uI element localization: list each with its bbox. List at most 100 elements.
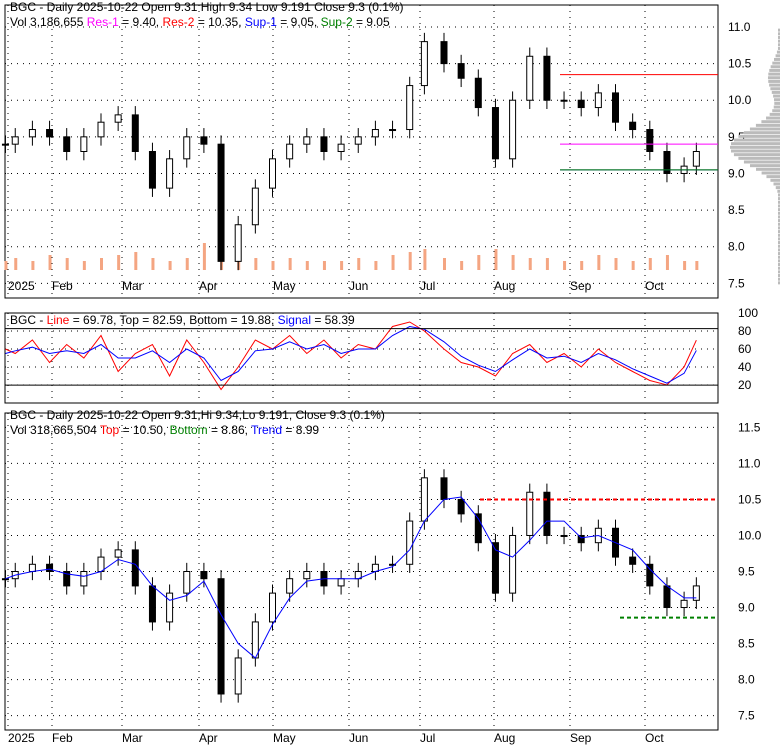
candle-body <box>251 621 259 659</box>
trend-value: = 8.99 <box>282 423 320 437</box>
trend-label: Trend <box>251 423 283 437</box>
panel3-volume: Vol 318,665,504 <box>10 423 100 437</box>
candle-body <box>474 513 482 544</box>
signal-label: Signal <box>277 313 311 327</box>
volume-profile-bar <box>778 233 780 237</box>
candle-body <box>97 556 105 572</box>
volume-bar <box>100 258 103 270</box>
panel2-title: BGC - Line = 69.78, Top = 82.59, Bottom … <box>10 313 355 327</box>
volume-profile-bar <box>769 83 780 87</box>
x-tick-label: Feb <box>52 279 73 293</box>
volume-profile-bar <box>743 131 780 135</box>
x-tick-label: Mar <box>122 731 143 745</box>
candle-body <box>28 563 36 573</box>
volume-profile-bar <box>778 263 780 267</box>
candle-body <box>491 542 499 594</box>
volume-profile-bar <box>778 204 780 208</box>
x-tick-label: Apr <box>199 731 218 745</box>
candle-body <box>63 571 71 587</box>
candle-body <box>303 571 311 580</box>
volume-bar <box>4 261 8 270</box>
candle-body <box>131 549 139 587</box>
volume-bar <box>322 261 326 270</box>
volume-profile-bar <box>778 259 780 263</box>
candle-body <box>166 158 174 189</box>
volume-profile-bar <box>778 281 780 285</box>
volume-profile-bar <box>743 160 780 164</box>
volume-bar <box>288 258 292 270</box>
bottom-label: Bottom <box>169 423 208 437</box>
top-label: Top <box>99 423 120 437</box>
volume-bar <box>511 255 515 270</box>
volume-profile-bar <box>769 68 780 72</box>
volume-bar <box>477 255 481 270</box>
volume-profile-bar <box>778 211 780 215</box>
volume-profile-bar <box>778 32 780 36</box>
volume-profile-bar <box>771 90 780 94</box>
line-value: = 69.78, Top = 82.59, Bottom = 19.88, <box>69 313 278 327</box>
volume-bar <box>648 258 652 270</box>
y-tick-label: 11.0 <box>738 456 761 470</box>
candle-body <box>131 114 139 152</box>
y-tick-label: 7.5 <box>738 709 755 723</box>
volume-bar <box>563 261 567 270</box>
volume-profile-bar <box>772 61 780 65</box>
y-tick-label: 10.5 <box>738 492 762 506</box>
candle-body <box>543 55 551 101</box>
volume-bar <box>14 258 18 270</box>
volume-profile-bar <box>778 39 780 43</box>
x-tick-label: Oct <box>645 279 664 293</box>
candle-body <box>354 136 362 145</box>
top-value: = 10.50, <box>119 423 170 437</box>
candle-body <box>286 578 294 594</box>
candle-body <box>183 136 191 160</box>
y-tick-label: 20 <box>738 378 752 392</box>
candle-body <box>337 143 345 153</box>
volume-profile-bar <box>773 94 780 98</box>
volume-bar <box>614 258 618 270</box>
candle-body <box>457 498 465 515</box>
volume-profile-bar <box>778 200 780 204</box>
panel3-title: BGC - Daily 2025-10-22 Open 9.31,Hi 9.34… <box>10 408 385 422</box>
volume-bar <box>340 261 344 270</box>
volume-profile-bar <box>773 182 780 186</box>
y-tick-label: 11.5 <box>738 420 761 434</box>
x-tick-label: Aug <box>494 731 515 745</box>
volume-bar <box>168 261 172 270</box>
volume-profile-bar <box>774 101 780 105</box>
volume-text: Vol 3,186,655 <box>10 15 84 29</box>
volume-profile-bar <box>729 145 780 149</box>
volume-bar <box>683 261 687 270</box>
candle-body <box>148 585 156 623</box>
volume-profile-bar <box>761 171 780 175</box>
candle-body <box>1 143 9 146</box>
volume-profile-bar <box>772 109 780 113</box>
y-tick-label: 7.5 <box>728 276 745 290</box>
candle-body <box>217 143 225 262</box>
volume-profile-bar <box>733 138 780 142</box>
volume-bar <box>528 258 532 270</box>
y-tick-label: 9.0 <box>728 166 745 180</box>
volume-profile-bar <box>778 274 780 278</box>
volume-bar <box>202 243 206 270</box>
sup1-label: Sup-1 <box>244 15 277 29</box>
candle-body <box>183 571 191 594</box>
candle-body <box>234 657 242 695</box>
candle-body <box>420 41 428 87</box>
panel-frame-2 <box>4 312 719 404</box>
candle-body <box>200 571 208 580</box>
candle-body <box>509 99 517 160</box>
volume-profile-bar <box>778 193 780 197</box>
candle-body <box>114 114 122 123</box>
x-tick-label: Jul <box>420 731 435 745</box>
volume-bar <box>151 258 155 270</box>
x-tick-label: May <box>273 279 296 293</box>
candle-body <box>337 578 345 587</box>
volume-profile-bar <box>733 153 780 157</box>
candle-body <box>320 136 328 153</box>
candle-body <box>166 592 174 623</box>
candle-body <box>560 99 568 102</box>
volume-profile-bar <box>773 105 780 109</box>
